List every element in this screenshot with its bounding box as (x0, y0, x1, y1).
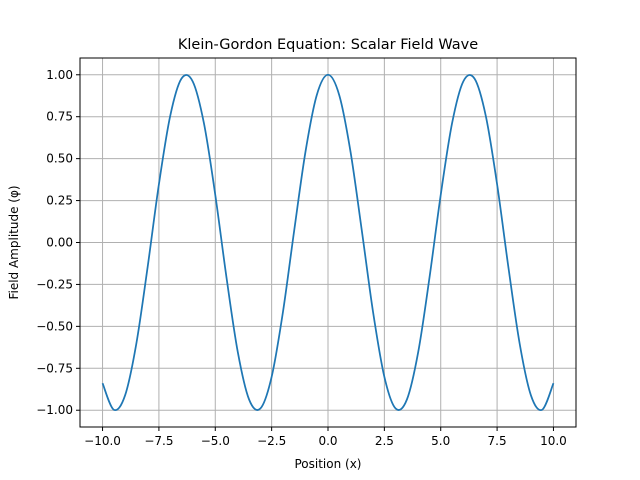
x-tick-label: 7.5 (488, 434, 507, 448)
y-tick-label: 0.75 (46, 110, 73, 124)
y-tick-label: 1.00 (46, 68, 73, 82)
y-tick-label: −0.25 (36, 277, 73, 291)
x-tick-label: −10.0 (84, 434, 121, 448)
y-tick-label: 0.00 (46, 236, 73, 250)
y-tick-label: 0.50 (46, 152, 73, 166)
x-tick-label: −2.5 (257, 434, 286, 448)
y-tick-label: −1.00 (36, 403, 73, 417)
y-tick-label: −0.50 (36, 319, 73, 333)
chart-title: Klein-Gordon Equation: Scalar Field Wave (178, 37, 478, 53)
series-line (101, 73, 555, 411)
x-tick-label: 10.0 (540, 434, 567, 448)
y-axis-label: Field Amplitude (φ) (7, 185, 21, 299)
x-tick-label: −5.0 (201, 434, 230, 448)
y-axis-ticks: −1.00 −0.75 −0.50 −0.25 0.00 0.25 0.50 0.75 1.00 (36, 68, 80, 417)
y-tick-label: −0.75 (36, 361, 73, 375)
x-axis-ticks: −10.0 −7.5 −5.0 −2.5 0.0 2.5 5.0 7.5 10.0 (84, 427, 567, 448)
series-layer (101, 73, 555, 411)
y-tick-label: 0.25 (46, 194, 73, 208)
x-tick-label: 0.0 (318, 434, 337, 448)
x-axis-label: Position (x) (294, 457, 361, 471)
x-tick-label: 2.5 (375, 434, 394, 448)
x-tick-label: −7.5 (144, 434, 173, 448)
x-tick-label: 5.0 (431, 434, 450, 448)
